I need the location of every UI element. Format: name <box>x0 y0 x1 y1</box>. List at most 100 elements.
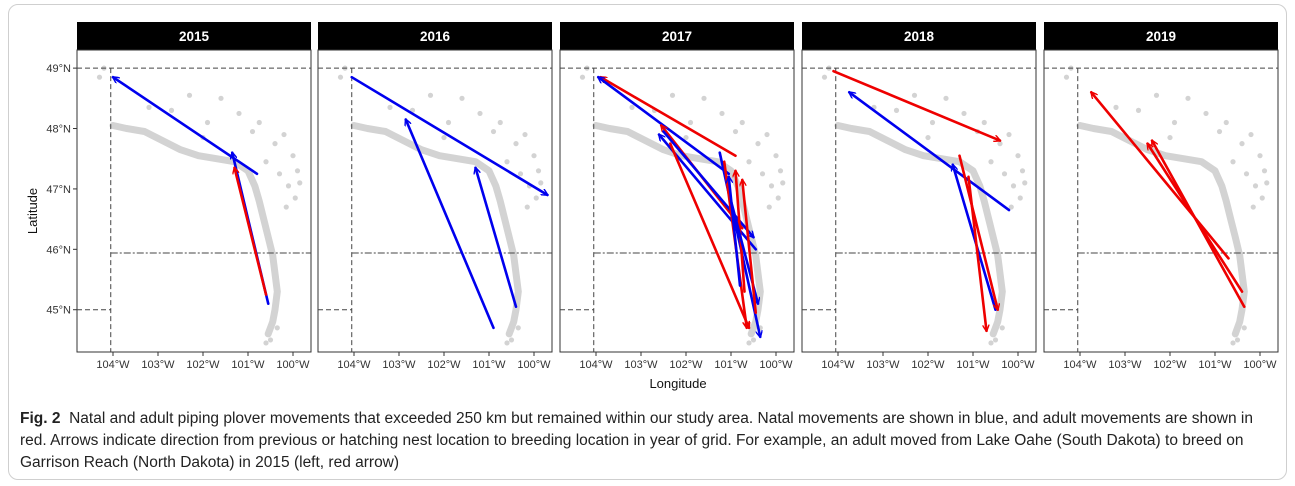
adult-movement-arrow <box>601 75 737 157</box>
wetland-blob <box>1006 131 1012 138</box>
facet-title: 2018 <box>904 29 935 44</box>
wetland-blob <box>517 171 524 177</box>
facet-panels: 2015 104°W 103°W 102°W 101°W 100°W 45°N 46°N 47°… <box>46 22 1279 371</box>
wetland-blob <box>1019 168 1026 174</box>
wetland-blob <box>146 104 152 110</box>
figure-caption: Fig. 2 Natal and adult piping plover mov… <box>20 408 1275 474</box>
x-tick-label: 100°W <box>517 359 551 371</box>
x-tick-label: 102°W <box>1153 359 1187 371</box>
wetland-blob <box>1223 119 1229 126</box>
wetland-blob <box>1185 95 1191 101</box>
y-tick-label: 46°N <box>46 244 71 256</box>
wetland-blob <box>999 325 1005 331</box>
wetland-blob <box>777 168 784 174</box>
x-tick-label: 101°W <box>1198 359 1232 371</box>
wetland-blob <box>773 153 779 159</box>
wetland-blob <box>459 95 465 101</box>
wetland-blob <box>988 159 994 165</box>
adult-movement-arrow <box>832 69 1001 140</box>
wetland-blob <box>497 119 503 126</box>
wetland-blob <box>1241 325 1247 331</box>
adult-movement-arrow <box>235 168 268 296</box>
panel-2018: 2018 104°W 103°W 102°W 101°W 100°W <box>801 22 1037 371</box>
wetland-blob <box>504 159 510 165</box>
wetland-blob <box>283 204 289 210</box>
wetland-blob <box>531 153 537 159</box>
x-tick-label: 102°W <box>427 359 461 371</box>
x-tick-label: 102°W <box>669 359 703 371</box>
wetland-blob <box>1250 204 1256 210</box>
adult-movement-arrow <box>1146 144 1244 293</box>
wetland-blob <box>274 325 280 331</box>
natal-movement-arrow <box>953 165 997 312</box>
facet-title: 2016 <box>420 29 451 44</box>
wetland-blob <box>522 131 528 138</box>
adult-movement-arrow <box>1091 92 1230 260</box>
facet-title: 2019 <box>1146 29 1176 44</box>
natal-movement-arrow <box>406 119 495 330</box>
wetland-blob <box>687 119 694 126</box>
wetland-blob <box>290 153 296 159</box>
x-tick-label: 103°W <box>866 359 900 371</box>
x-tick-label: 100°W <box>276 359 310 371</box>
wetland-blob <box>746 340 752 346</box>
figure-label: Fig. 2 <box>20 410 61 427</box>
panel-2015: 2015 104°W 103°W 102°W 101°W 100°W 45°N 46°N 47°… <box>46 22 312 371</box>
facet-title: 2017 <box>662 29 692 44</box>
wetland-blob <box>263 159 269 165</box>
wetland-blob <box>292 195 298 201</box>
x-tick-label: 104°W <box>337 359 371 371</box>
x-tick-label: 101°W <box>472 359 506 371</box>
wetland-blob <box>701 95 707 101</box>
panel-2016: 2016 104°W 103°W 102°W 101°W 100°W <box>317 22 553 371</box>
wetland-blob <box>1239 141 1245 147</box>
adult-movement-arrow <box>958 154 998 310</box>
wetland-blob <box>775 195 781 201</box>
panel-frame <box>76 49 312 353</box>
wetland-blob <box>1261 168 1268 174</box>
wetland-blob <box>1001 171 1008 177</box>
wetland-blob <box>441 134 447 141</box>
wetland-blob <box>477 110 483 117</box>
wetland-blob <box>893 107 900 113</box>
wetland-blob <box>683 134 689 141</box>
wetland-blob <box>490 128 497 135</box>
wetland-blob <box>96 74 103 80</box>
wetland-blob <box>535 168 542 174</box>
wetland-blob <box>504 340 510 346</box>
facet-strip <box>318 22 552 50</box>
wetland-blob <box>1230 159 1236 165</box>
wetland-blob <box>929 119 936 126</box>
wetland-blob <box>750 337 757 343</box>
faceted-map-chart: 2015 104°W 103°W 102°W 101°W 100°W 45°N 46°N 47°… <box>25 22 1279 391</box>
river-shape <box>109 122 281 338</box>
x-tick-label: 102°W <box>186 359 220 371</box>
x-axis-title: Longitude <box>649 376 706 391</box>
adult-movement-arrow <box>742 178 758 315</box>
wetland-blob <box>719 110 725 117</box>
river-shape <box>834 122 1006 338</box>
wetland-blob <box>508 337 515 343</box>
wetland-blob <box>267 337 274 343</box>
wetland-blob <box>997 141 1003 147</box>
y-tick-label: 47°N <box>46 184 71 196</box>
wetland-blob <box>755 141 761 147</box>
wetland-blob <box>1008 204 1014 210</box>
wetland-blob <box>988 340 994 346</box>
wetland-blob <box>766 204 772 210</box>
y-tick-label: 49°N <box>46 63 71 75</box>
wetland-blob <box>256 119 262 126</box>
wetland-blob <box>533 195 539 201</box>
x-tick-label: 100°W <box>759 359 793 371</box>
wetland-blob <box>1017 195 1023 201</box>
wetland-blob <box>732 128 739 135</box>
wetland-blob <box>337 74 344 80</box>
adult-movement-arrow <box>967 175 987 333</box>
wetland-blob <box>1257 153 1263 159</box>
wetland-blob <box>739 119 745 126</box>
wetland-blob <box>1167 134 1173 141</box>
x-tick-label: 104°W <box>821 359 855 371</box>
wetland-blob <box>746 159 752 165</box>
wetland-blob <box>218 95 224 101</box>
wetland-blob <box>387 104 393 110</box>
